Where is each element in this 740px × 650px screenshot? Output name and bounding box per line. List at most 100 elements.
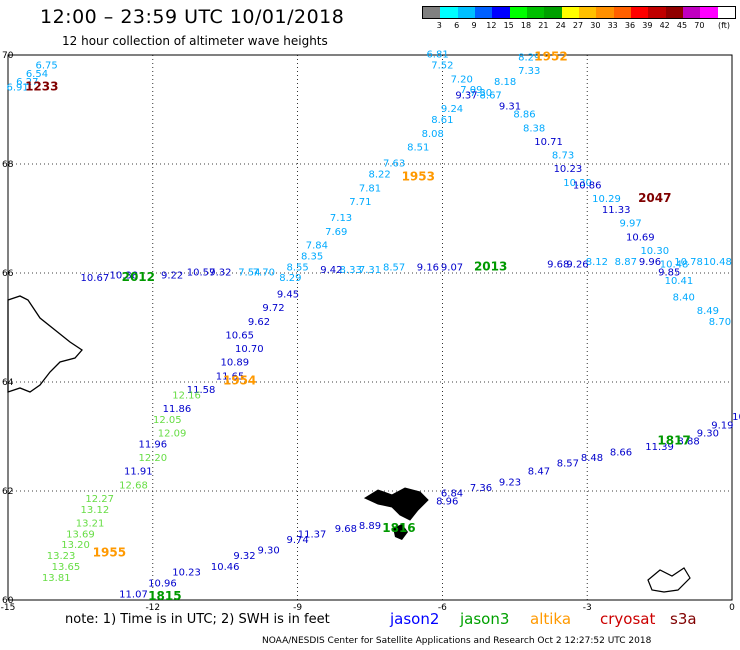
wave-height-value: 10.30 [640,246,669,257]
wave-height-value: 6.91 [7,82,29,93]
wave-height-value: 7.63 [383,159,405,170]
color-swatch [665,7,683,18]
wave-height-value: 7.09 [460,85,482,96]
wave-height-value: 8.89 [359,521,381,532]
wave-height-value: 6.54 [26,69,48,80]
map-axes: 70 68 66 64 62 60-15 -12 -9 -6 -3 0 [1,51,735,613]
wave-height-value: 8.38 [523,123,545,134]
pass-time-label: 1952 [534,49,567,63]
color-scale-tick: 12 [486,21,497,30]
color-scale-tick: 45 [676,21,688,30]
wave-height-points: 6.756.546.276.91 6.817.52 7.207.097.30 9.24… [7,50,740,601]
wave-height-value: 6.81 [426,50,448,61]
wave-height-value: 6.75 [35,61,57,72]
wave-height-value: 13.81 [42,573,71,584]
color-scale-tick: 42 [659,21,670,30]
pass-time-label: 2012 [122,270,155,284]
wave-height-value: 9.68 [335,524,357,535]
wave-height-value: 6.84 [441,488,463,499]
wave-height-value: 9.42 [320,265,342,276]
iceland-coast [7,295,83,393]
wave-height-value: 8.87 [615,257,637,268]
wave-height-value: 9.32 [209,268,231,279]
wave-height-value: 8.29 [279,273,301,284]
wave-height-value: 7.52 [431,61,453,72]
wave-height-value: 10.70 [235,344,264,355]
longitude-label: -15 [1,603,16,613]
wave-height-value: 8.51 [407,142,429,153]
color-scale-tick: 33 [607,21,618,30]
wave-height-value: 10.78 [674,257,703,268]
wave-height-value: 12.16 [172,390,201,401]
wave-height-value: 11.91 [124,467,153,478]
wave-height-value: 7.84 [306,240,328,251]
wave-height-value: 11.39 [645,442,674,453]
color-swatch [509,7,527,18]
satellite-label: jason2 [390,610,440,628]
wave-height-value: 9.72 [262,303,284,314]
pass-time-label: 1955 [93,545,126,559]
wave-height-value: 11.07 [119,589,148,600]
wave-height-value: 8.47 [528,467,550,478]
color-swatch [613,7,631,18]
color-swatch [526,7,545,18]
longitude-label: 0 [729,603,735,613]
wave-height-value: 8.61 [431,115,453,126]
wave-height-value: 10.23 [172,567,201,578]
faroe-islands [363,487,429,521]
wave-height-value: 10.48 [703,257,732,268]
longitude-label: -6 [438,603,447,613]
coastlines [7,295,691,593]
color-scale-unit: (ft) [717,21,731,30]
wave-height-value: 8.29 [518,52,540,63]
color-scale-tick: 30 [590,21,601,30]
color-scale-tick: 9 [471,21,477,30]
wave-height-value: 10.71 [534,137,563,148]
wave-height-value: 10.46 [211,562,240,573]
wave-height-value: 9.30 [697,429,719,440]
wave-height-value: 9.22 [161,270,183,281]
pass-time-label: 1233 [25,79,58,93]
wave-height-value: 7.36 [470,483,492,494]
wave-height-value: 10.96 [148,578,177,589]
wave-height-value: 7.70 [253,268,275,279]
footer-note: note: 1) Time is in UTC; 2) SWH is in fe… [65,612,330,627]
wave-height-value: 10.86 [573,181,602,192]
latitude-label: 68 [2,160,14,170]
pass-time-label: 1816 [382,521,415,535]
wave-height-value: 8.22 [369,170,391,181]
wave-height-value: 11.65 [216,371,245,382]
wave-height-value: 6.27 [16,77,38,88]
wave-height-value: 10.23 [554,164,583,175]
latitude-label: 66 [2,269,14,279]
wave-height-value: 9.62 [248,317,270,328]
pass-time-label: 1815 [148,589,181,603]
color-swatch [596,7,614,18]
satellite-label: jason3 [460,610,510,628]
wave-height-value: 9.07 [441,262,463,273]
color-scale-tick: 3 [436,21,442,30]
color-swatch [492,7,510,18]
color-scale-labels: 3 6 9 12 15 18 21 24 27 30 33 36 39 42 45 70 (ft) [422,19,736,33]
satellite-label: altika [530,610,572,628]
pass-time-label: 1953 [402,169,435,183]
wave-height-value: 8.48 [581,453,603,464]
wave-height-value: 9.26 [566,260,588,271]
wave-height-value: 11.58 [187,385,216,396]
wave-height-value: 12.05 [153,415,182,426]
color-swatch [630,7,649,18]
color-scale-tick: 70 [694,21,705,30]
wave-height-value: 10.41 [665,276,694,287]
pass-time-label: 2013 [474,259,507,273]
map-grid [8,55,732,600]
wave-height-value: 11.86 [163,404,192,415]
wave-height-value: 12.27 [85,494,114,505]
wave-height-value: 8.49 [697,306,719,317]
color-scale-tick: 6 [454,21,460,30]
wave-height-value: 9.96 [639,257,661,268]
color-scale-tick: 15 [503,21,514,30]
wave-height-value: 8.35 [301,251,323,262]
color-scale-bar [422,6,736,19]
map-subtitle: 12 hour collection of altimeter wave hei… [62,34,328,48]
color-swatch [578,7,597,18]
